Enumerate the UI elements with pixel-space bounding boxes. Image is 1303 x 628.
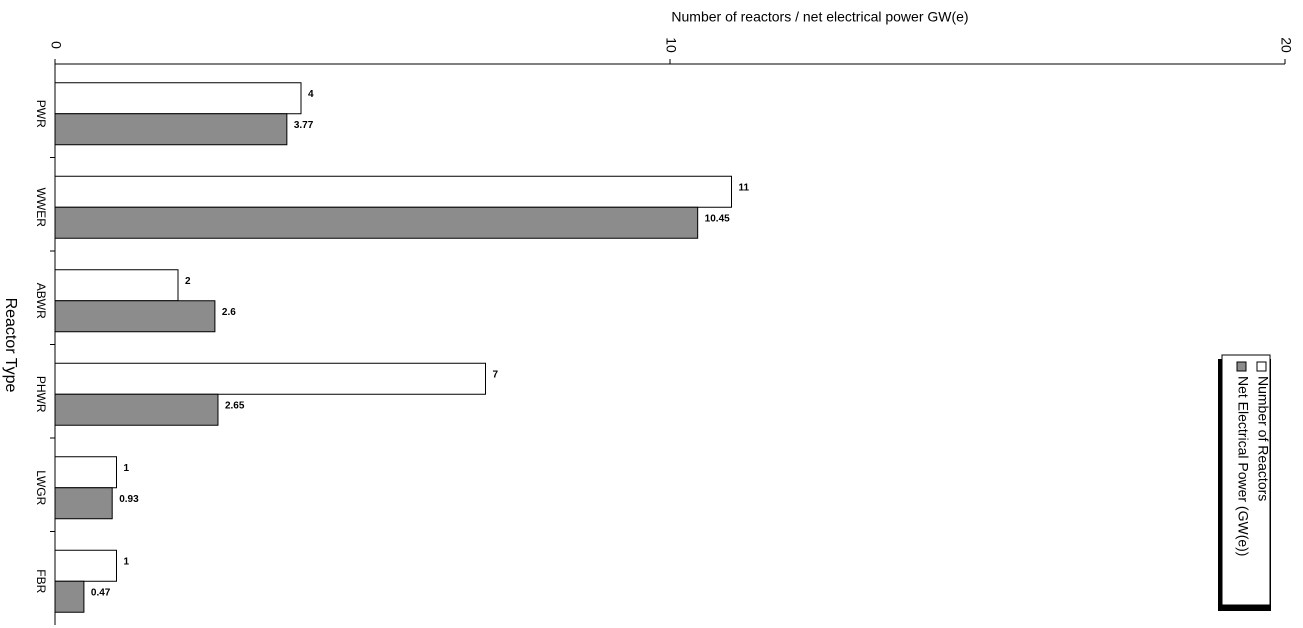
bar	[54, 206, 699, 239]
y-tick-label: FBR	[34, 569, 48, 593]
bar	[54, 113, 288, 146]
y-tick-label: PHWR	[34, 376, 48, 413]
legend-swatch	[1236, 361, 1247, 372]
x-tick-label: 10	[663, 37, 679, 53]
bar	[54, 175, 732, 208]
y-tick-label: LWGR	[34, 470, 48, 505]
bar	[54, 393, 219, 426]
chart-title: Number of reactors / net electrical powe…	[671, 9, 968, 25]
x-tick-label: 20	[1278, 37, 1294, 53]
value-label: 2	[185, 276, 191, 287]
axis-title: Reactor Type	[2, 298, 19, 393]
value-label: 3.77	[294, 120, 314, 131]
legend-label: Net Electrical Power (GW(e))	[1235, 376, 1251, 556]
value-label: 4	[308, 89, 314, 100]
bar	[54, 549, 117, 582]
value-label: 2.65	[225, 400, 245, 411]
value-label: 10.45	[705, 213, 730, 224]
value-label: 7	[493, 369, 499, 380]
bar	[54, 487, 113, 520]
bar	[54, 580, 85, 613]
bar	[54, 456, 117, 489]
y-tick-label: PWR	[34, 100, 48, 128]
bar	[54, 82, 302, 115]
value-label: 1	[124, 556, 130, 567]
value-label: 1	[124, 463, 130, 474]
value-label: 2.6	[222, 307, 236, 318]
legend-label: Number of Reactors	[1255, 376, 1271, 501]
bar	[54, 269, 179, 302]
y-tick-label: WWER	[34, 188, 48, 228]
value-label: 0.93	[119, 494, 139, 505]
value-label: 0.47	[91, 587, 111, 598]
bar	[54, 300, 216, 333]
y-tick-label: ABWR	[34, 283, 48, 319]
legend-box	[1221, 354, 1271, 606]
legend-swatch	[1256, 361, 1267, 372]
x-tick-label: 0	[48, 41, 64, 49]
value-label: 11	[739, 182, 750, 193]
bar	[54, 362, 486, 395]
